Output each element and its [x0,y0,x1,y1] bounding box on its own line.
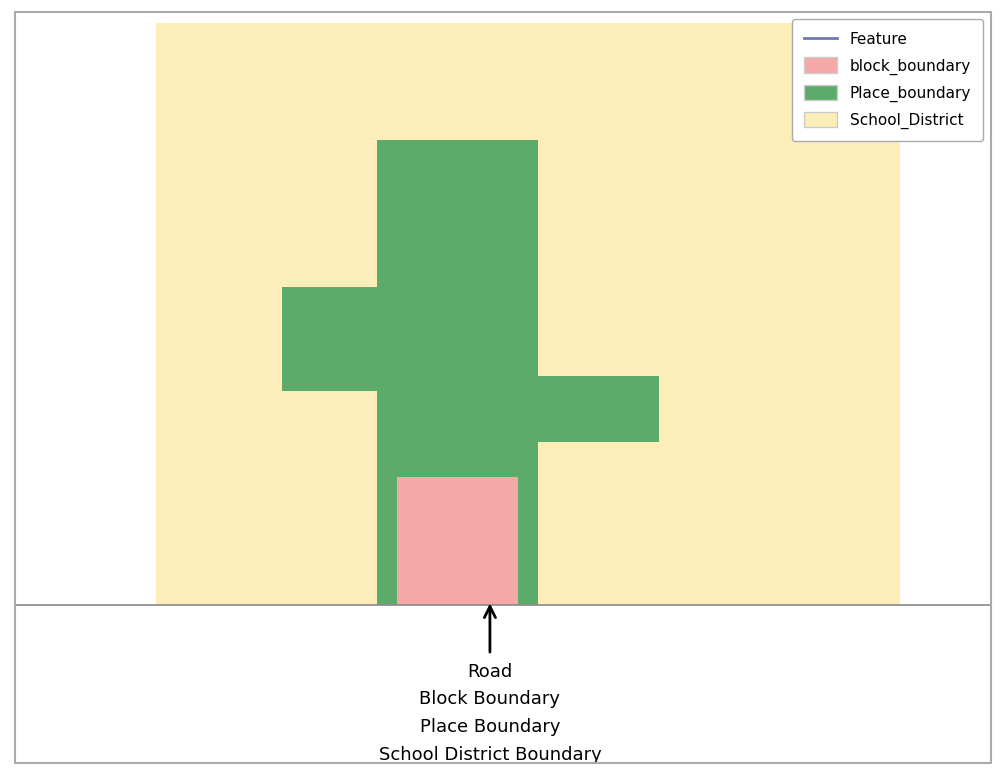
Bar [538,376,659,442]
Bar [397,477,518,604]
Bar [282,287,377,391]
Text: Road
Block Boundary
Place Boundary
School District Boundary: Road Block Boundary Place Boundary Schoo… [378,663,602,764]
Bar [156,23,900,604]
Bar [377,140,538,604]
Legend: Feature, block_boundary, Place_boundary, School_District: Feature, block_boundary, Place_boundary,… [792,19,983,141]
